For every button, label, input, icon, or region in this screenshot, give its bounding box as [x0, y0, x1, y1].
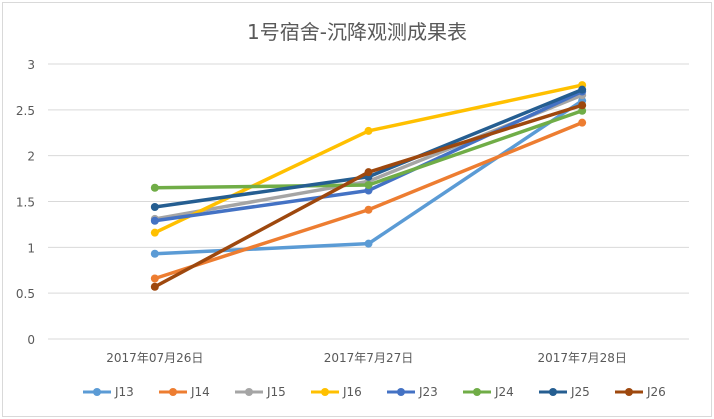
legend-marker — [93, 388, 101, 396]
x-tick-label: 2017年7月28日 — [537, 351, 626, 365]
legend-label: J24 — [494, 385, 514, 399]
legend-label: J16 — [342, 385, 362, 399]
y-tick-label: 3 — [27, 58, 35, 72]
legend-marker — [245, 388, 253, 396]
data-point-J14 — [364, 205, 373, 214]
data-point-J13 — [364, 239, 373, 248]
data-point-J23 — [150, 216, 159, 225]
legend-marker — [321, 388, 329, 396]
y-tick-label: 2.5 — [16, 104, 35, 118]
legend-marker — [625, 388, 633, 396]
data-point-J26 — [364, 168, 373, 177]
y-tick-label: 2 — [27, 150, 35, 164]
legend-marker — [473, 388, 481, 396]
data-point-J24 — [578, 106, 587, 115]
data-point-J24 — [150, 183, 159, 192]
data-point-J26 — [150, 282, 159, 291]
data-point-J25 — [578, 85, 587, 94]
legend-marker — [169, 388, 177, 396]
data-point-J16 — [364, 126, 373, 135]
x-tick-label: 2017年07月26日 — [106, 351, 203, 365]
y-tick-label: 1 — [27, 241, 35, 255]
y-tick-label: 0 — [27, 333, 35, 347]
line-chart: 1号宿舍-沉降观测成果表 0 0.5 1 1.5 2 2.5 3 2017年07月26日 201… — [16, 20, 689, 399]
data-point-J14 — [578, 118, 587, 127]
legend-label: J23 — [418, 385, 438, 399]
data-point-J26 — [578, 101, 587, 110]
legend-label: J15 — [266, 385, 286, 399]
x-tick-label: 2017年7月27日 — [324, 351, 413, 365]
data-point-J14 — [150, 274, 159, 283]
data-point-J25 — [150, 203, 159, 211]
data-point-J13 — [150, 249, 159, 258]
legend-label: J14 — [190, 385, 210, 399]
data-point-J23 — [364, 186, 373, 195]
legend-label: J25 — [570, 385, 590, 399]
y-tick-label: 1.5 — [16, 196, 35, 210]
legend-label: J26 — [646, 385, 666, 399]
legend-marker — [549, 388, 557, 396]
y-tick-label: 0.5 — [16, 287, 35, 301]
chart-title: 1号宿舍-沉降观测成果表 — [247, 20, 467, 44]
data-point-J16 — [150, 228, 159, 237]
legend-marker — [397, 388, 405, 396]
legend-label: J13 — [114, 385, 134, 399]
data-point-J24 — [364, 181, 373, 189]
